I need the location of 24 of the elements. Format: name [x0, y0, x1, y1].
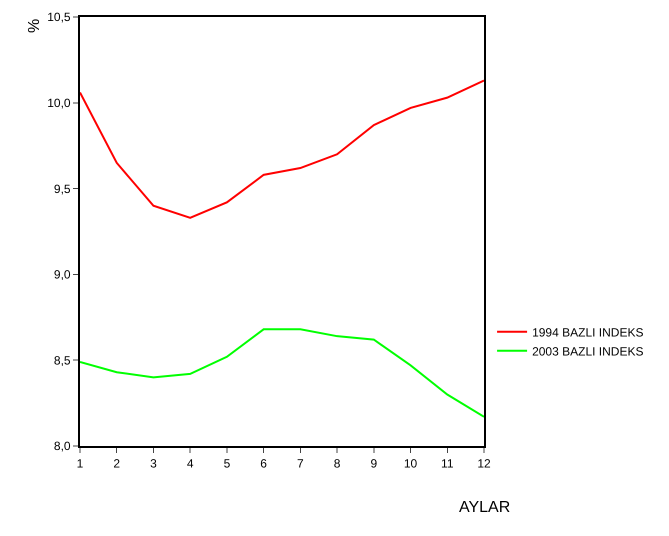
x-tick-label: 2 [113, 456, 120, 470]
y-tick-label: 9,0 [54, 268, 71, 282]
x-tick-label: 1 [76, 456, 84, 470]
x-axis-title: AYLAR [459, 499, 510, 516]
x-tick-label: 7 [297, 456, 304, 470]
legend-label: 1994 BAZLI INDEKS [532, 325, 644, 340]
x-tick-label: 4 [186, 456, 194, 470]
line-series [80, 79, 484, 219]
y-tick-label: 8,5 [54, 353, 71, 368]
x-tick-label: 10 [404, 456, 418, 470]
line-series [80, 328, 484, 418]
x-tick-label: 9 [370, 456, 378, 470]
y-tick-label: 10,5 [47, 10, 71, 24]
y-tick-label: 10,0 [47, 96, 71, 110]
y-tick-label: 9,5 [54, 182, 71, 196]
x-tick-label: 8 [334, 456, 341, 470]
x-tick-label: 12 [477, 456, 491, 470]
legend-label: 2003 BAZLI INDEKS [532, 344, 644, 358]
y-tick-label: 8,0 [54, 439, 71, 454]
x-tick-label: 11 [441, 456, 454, 470]
x-tick-label: 6 [260, 456, 268, 470]
x-tick-label: 3 [150, 456, 158, 470]
x-tick-label: 5 [224, 456, 231, 470]
y-axis-title: % [26, 18, 43, 33]
